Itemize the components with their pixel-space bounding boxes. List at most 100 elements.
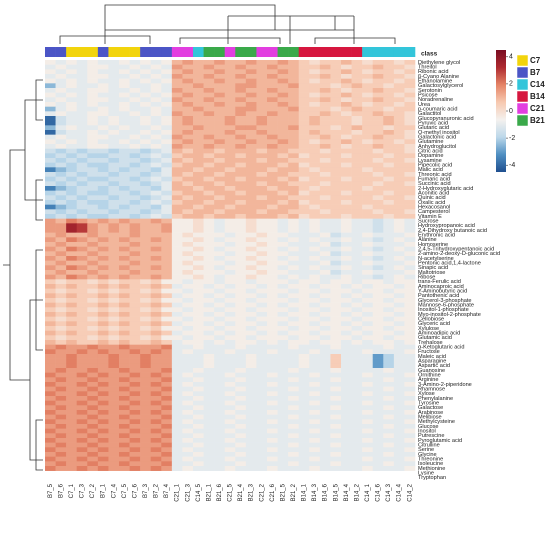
heatmap-cell [76,148,88,154]
heatmap-cell [256,316,268,322]
heatmap-cell [393,335,405,341]
heatmap-cell [288,242,300,247]
heatmap-cell [193,386,204,392]
heatmap-cell [214,363,226,369]
heatmap-cell [87,148,99,154]
heatmap-cell [108,92,120,98]
heatmap-cell [404,326,416,331]
heatmap-cell [256,405,268,411]
heatmap-cell [235,116,247,121]
heatmap-cell [362,326,374,331]
heatmap-cell [330,456,342,462]
heatmap-cell [298,111,310,117]
heatmap-cell [87,433,99,439]
heatmap-cell [119,200,130,205]
heatmap-cell [362,372,374,378]
heatmap-cell [267,116,278,121]
heatmap-cell [161,452,173,457]
heatmap-cell [267,228,278,233]
heatmap-cell [97,116,109,121]
heatmap-cell [330,363,342,369]
heatmap-cell [277,214,289,219]
heatmap-cell [214,461,226,467]
heatmap-cell [214,270,226,275]
heatmap-cell [341,298,352,303]
legend-label: B14 [530,92,545,101]
heatmap-cell [45,433,56,439]
heatmap-cell [193,232,204,238]
heatmap-cell [203,274,215,280]
heatmap-cell [55,176,67,182]
heatmap-cell [235,340,247,345]
heatmap-cell [256,368,268,373]
heatmap-cell [383,442,395,448]
heatmap-cell [66,293,78,299]
heatmap-cell [119,88,130,93]
heatmap-cell [214,176,226,182]
heatmap-cell [76,358,88,364]
heatmap-cell [76,368,88,373]
heatmap-cell [140,354,152,359]
heatmap-cell [319,330,331,336]
heatmap-cell [87,330,99,336]
heatmap-cell [362,251,374,257]
heatmap-cell [372,209,384,215]
heatmap-cell [87,186,99,191]
heatmap-cell [288,172,300,177]
heatmap-cell [193,368,204,373]
heatmap-cell [97,284,109,289]
heatmap-cell [161,447,173,453]
heatmap-cell [319,172,331,177]
heatmap-cell [404,120,416,126]
heatmap-cell [277,232,289,238]
heatmap-cell [45,78,56,84]
heatmap-cell [256,88,268,93]
heatmap-cell [383,288,395,294]
heatmap-cell [129,377,141,383]
heatmap-cell [214,125,226,131]
heatmap-cell [203,284,215,289]
heatmap-cell [150,162,162,168]
heatmap-cell [277,153,289,159]
heatmap-cell [224,330,236,336]
heatmap-cell [404,372,416,378]
heatmap-cell [256,130,268,135]
class-bar-cell [404,47,416,57]
heatmap-cell [55,414,67,420]
heatmap-cell [45,153,56,159]
heatmap-cell [87,344,99,350]
heatmap-cell [119,442,130,448]
heatmap-cell [108,88,120,93]
heatmap-cell [393,69,405,75]
heatmap-cell [161,316,173,322]
heatmap-cell [203,312,215,317]
heatmap-cell [404,363,416,369]
heatmap-cell [372,330,384,336]
heatmap-cell [140,372,152,378]
heatmap-cell [372,340,384,345]
heatmap-cell [224,242,236,247]
heatmap-cell [182,410,194,415]
heatmap-cell [256,330,268,336]
heatmap-cell [277,456,289,462]
heatmap-cell [383,237,395,243]
heatmap-cell [76,400,88,406]
heatmap-cell [214,204,226,210]
heatmap-cell [267,447,278,453]
heatmap-cell [97,195,109,201]
heatmap-cell [203,64,215,70]
heatmap-cell [309,116,321,121]
heatmap-cell [161,414,173,420]
heatmap-cell [150,106,162,112]
heatmap-cell [341,144,352,149]
heatmap-cell [203,335,215,341]
heatmap-cell [182,228,194,233]
heatmap-cell [129,330,141,336]
heatmap-cell [393,312,405,317]
heatmap-cell [319,372,331,378]
heatmap-cell [235,209,247,215]
heatmap-cell [372,288,384,294]
heatmap-cell [245,83,257,89]
heatmap-cell [193,326,204,331]
heatmap-cell [171,377,183,383]
